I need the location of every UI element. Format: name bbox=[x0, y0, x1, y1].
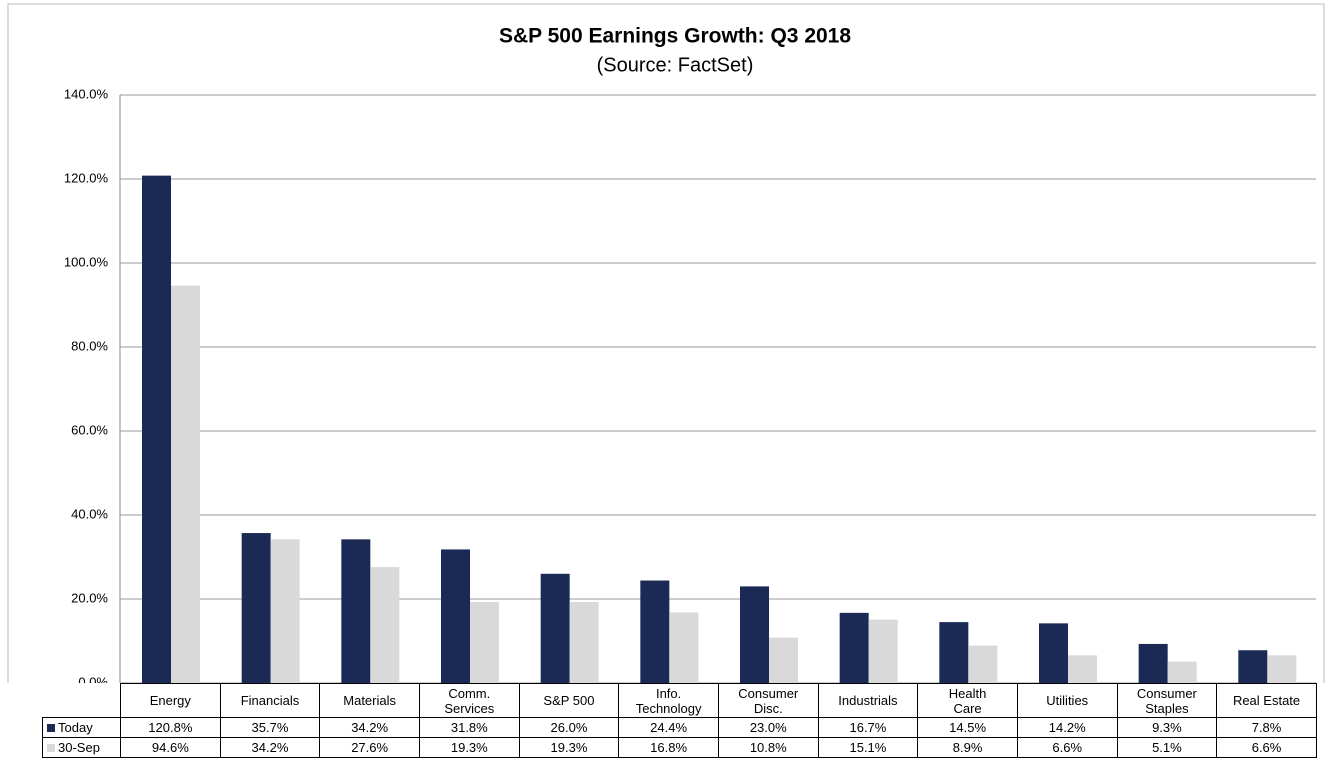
series-row: 30-Sep 94.6% 34.2% 27.6% 19.3% 19.3% 16.8% 10.8… bbox=[42, 737, 1317, 758]
legend-cell: 30-Sep bbox=[42, 737, 121, 758]
bar bbox=[1068, 655, 1097, 683]
y-tick-label: 20.0% bbox=[71, 590, 108, 605]
value-label: 31.8% bbox=[418, 717, 520, 738]
category-label: Consumer Staples bbox=[1116, 683, 1218, 718]
legend-swatch bbox=[47, 724, 55, 732]
data-table: Energy Financials Materials Comm. Services S… bbox=[42, 683, 1317, 758]
y-tick-label: 40.0% bbox=[71, 506, 108, 521]
value-label: 19.3% bbox=[418, 737, 520, 758]
bar bbox=[1138, 643, 1168, 683]
category-label: Consumer Disc. bbox=[717, 683, 819, 718]
value-label: 8.9% bbox=[917, 737, 1018, 758]
bar bbox=[441, 549, 470, 683]
bar bbox=[839, 612, 869, 683]
category-label: Energy bbox=[120, 683, 221, 718]
value-label: 14.2% bbox=[1016, 717, 1118, 738]
y-tick-label: 120.0% bbox=[64, 170, 109, 185]
category-label: Financials bbox=[219, 683, 321, 718]
legend-cell: Today bbox=[42, 717, 121, 738]
bar bbox=[1039, 623, 1068, 683]
legend-label: Today bbox=[58, 720, 93, 735]
category-label: Industrials bbox=[817, 683, 919, 718]
category-label: Real Estate bbox=[1216, 683, 1317, 718]
value-label: 23.0% bbox=[717, 717, 819, 738]
bar bbox=[241, 533, 271, 683]
frame bbox=[7, 3, 1325, 683]
chart-title: S&P 500 Earnings Growth: Q3 2018 bbox=[499, 25, 851, 48]
bar bbox=[868, 619, 898, 683]
corner-cell bbox=[42, 683, 121, 718]
bar bbox=[171, 285, 200, 683]
bar bbox=[470, 601, 499, 683]
bar bbox=[1267, 655, 1297, 683]
value-label: 7.8% bbox=[1216, 717, 1317, 738]
value-label: 6.6% bbox=[1016, 737, 1118, 758]
category-label: Materials bbox=[319, 683, 420, 718]
value-label: 6.6% bbox=[1216, 737, 1317, 758]
category-label: Comm. Services bbox=[418, 683, 520, 718]
value-label: 120.8% bbox=[120, 717, 221, 738]
bar bbox=[142, 175, 171, 683]
legend-swatch bbox=[47, 744, 55, 752]
value-label: 9.3% bbox=[1116, 717, 1218, 738]
category-label: Utilities bbox=[1016, 683, 1118, 718]
chart: S&P 500 Earnings Growth: Q3 2018 (Source… bbox=[7, 3, 1325, 683]
bar bbox=[769, 637, 798, 683]
category-label: S&P 500 bbox=[518, 683, 620, 718]
bar bbox=[640, 580, 670, 683]
value-label: 15.1% bbox=[817, 737, 919, 758]
bar bbox=[341, 539, 371, 683]
category-label: Info. Technology bbox=[618, 683, 719, 718]
bar bbox=[939, 622, 969, 683]
category-label: Health Care bbox=[917, 683, 1018, 718]
series-row: Today 120.8% 35.7% 34.2% 31.8% 26.0% 24.4% 23.0… bbox=[42, 717, 1317, 738]
value-label: 27.6% bbox=[319, 737, 420, 758]
value-label: 34.2% bbox=[319, 717, 420, 738]
value-label: 16.8% bbox=[618, 737, 719, 758]
value-label: 94.6% bbox=[120, 737, 221, 758]
bar bbox=[370, 567, 400, 683]
value-label: 35.7% bbox=[219, 717, 321, 738]
bar bbox=[740, 586, 769, 683]
chart-subtitle: (Source: FactSet) bbox=[597, 54, 754, 76]
value-label: 24.4% bbox=[618, 717, 719, 738]
value-label: 26.0% bbox=[518, 717, 620, 738]
bar bbox=[270, 539, 300, 683]
bar bbox=[669, 612, 699, 683]
bar bbox=[540, 573, 570, 683]
value-label: 14.5% bbox=[917, 717, 1018, 738]
value-label: 10.8% bbox=[717, 737, 819, 758]
bar bbox=[1238, 650, 1268, 683]
y-tick-label: 100.0% bbox=[64, 254, 109, 269]
category-row: Energy Financials Materials Comm. Services S… bbox=[42, 683, 1317, 718]
bar bbox=[968, 645, 998, 683]
y-tick-label: 80.0% bbox=[71, 338, 108, 353]
bar bbox=[569, 601, 599, 683]
y-tick-label: 140.0% bbox=[64, 86, 109, 101]
value-label: 19.3% bbox=[518, 737, 620, 758]
value-label: 16.7% bbox=[817, 717, 919, 738]
y-tick-label: 0.0% bbox=[78, 674, 108, 683]
value-label: 5.1% bbox=[1116, 737, 1218, 758]
legend-label: 30-Sep bbox=[58, 740, 100, 755]
bar bbox=[1167, 661, 1197, 683]
value-label: 34.2% bbox=[219, 737, 321, 758]
y-tick-label: 60.0% bbox=[71, 422, 108, 437]
